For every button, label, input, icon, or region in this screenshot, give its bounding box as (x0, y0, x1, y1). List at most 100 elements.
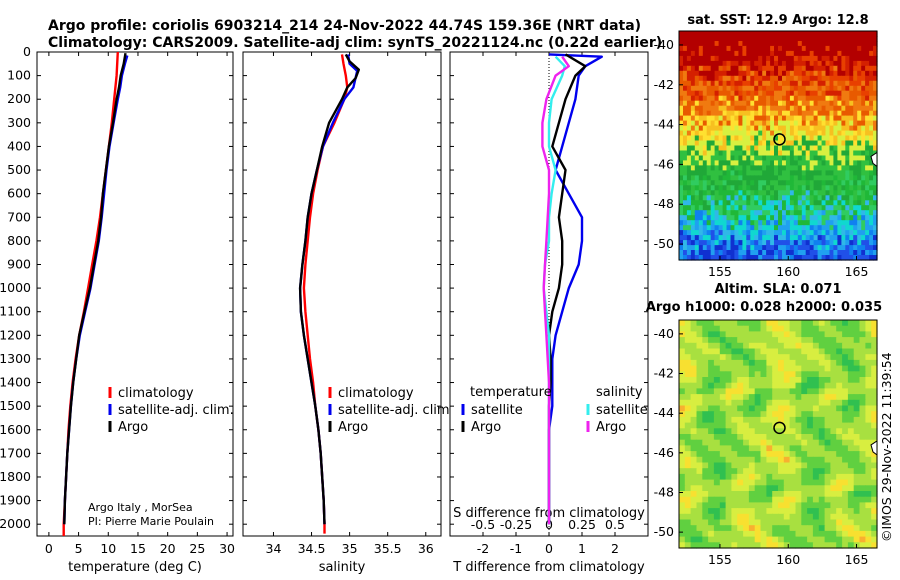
map-cell (686, 145, 692, 152)
map-cell (830, 388, 837, 395)
map-cell (813, 195, 819, 201)
map-cell (805, 41, 811, 47)
map-cell (758, 155, 763, 162)
map-cell (809, 85, 815, 92)
map-cell (853, 140, 858, 147)
map-cell (713, 473, 721, 481)
map-cell (853, 80, 858, 87)
map-cell (829, 60, 835, 67)
map-cell (825, 255, 831, 261)
map-cell (807, 320, 814, 327)
map-cell (801, 100, 807, 107)
map-cell (797, 245, 803, 251)
map-cell (789, 255, 795, 261)
map-cell (742, 250, 747, 256)
map-cell (830, 399, 837, 407)
map-cell (690, 50, 696, 57)
map-cell (762, 115, 767, 122)
legend-title-temperature: temperature (470, 385, 552, 400)
map-cell (734, 210, 739, 216)
map-cell (702, 145, 708, 152)
map-cell (702, 359, 709, 367)
map-cell (795, 348, 802, 355)
map-cell (837, 215, 842, 221)
map-cell (731, 513, 738, 521)
map-cell (783, 479, 791, 486)
map-cell (801, 55, 807, 62)
map-cell (842, 485, 849, 492)
map-cell (754, 422, 762, 429)
map-cell (782, 250, 787, 256)
x-tick-label: 20 (160, 541, 176, 556)
map-cell (734, 235, 739, 241)
map-cell (869, 175, 874, 181)
map-cell (842, 445, 849, 452)
map-cell (719, 428, 727, 435)
map-cell (762, 170, 767, 176)
map-cell (683, 225, 688, 231)
map-cell (684, 382, 692, 389)
map-cell (734, 36, 739, 42)
map-cell (830, 331, 837, 338)
map-cell (742, 95, 747, 102)
map-cell (738, 170, 743, 176)
map-cell (873, 210, 878, 216)
map-cell (869, 50, 874, 57)
map-cell (722, 150, 728, 157)
map-cell (797, 45, 803, 52)
map-cell (859, 371, 866, 378)
map-cell (696, 371, 703, 378)
y-tick-label: 1300 (0, 351, 31, 366)
map-cell (774, 36, 779, 42)
y-tick-label: 200 (7, 91, 31, 106)
map-cell (825, 140, 831, 147)
map-cell (837, 120, 842, 127)
map-cell (793, 50, 799, 57)
map-cell (825, 55, 831, 62)
map-title: Altim. SLA: 0.071 (715, 282, 842, 297)
map-cell (710, 190, 716, 196)
map-cell (801, 75, 807, 82)
map-cell (871, 525, 878, 532)
map-cell (760, 337, 767, 344)
map-cell (861, 180, 866, 186)
map-cell (871, 422, 878, 429)
map-cell (778, 180, 783, 186)
map-cell (861, 90, 866, 97)
map-cell (737, 491, 744, 498)
map-cell (841, 41, 846, 47)
map-cell (782, 100, 787, 107)
map-cell (833, 130, 838, 137)
map-cell (857, 75, 862, 82)
map-cell (849, 50, 854, 57)
map-cell (805, 165, 811, 171)
map-cell (684, 456, 692, 464)
map-cell (801, 513, 808, 521)
map-cell (730, 235, 736, 241)
map-cell (824, 462, 831, 469)
map-cell (746, 45, 751, 52)
map-cell (762, 215, 767, 221)
map-cell (807, 479, 814, 486)
map-cell (758, 220, 763, 226)
map-cell (742, 170, 747, 176)
map-cell (873, 50, 878, 57)
map-cell (686, 50, 692, 57)
map-cell (754, 502, 762, 509)
map-cell (679, 513, 686, 521)
map-cell (742, 41, 747, 47)
map-cell (871, 519, 878, 526)
map-cell (730, 60, 736, 67)
map-cell (718, 110, 724, 117)
map-cell (690, 320, 697, 327)
map-cell (696, 359, 703, 367)
map-cell (706, 45, 712, 52)
map-cell (710, 65, 716, 72)
map-cell (718, 100, 724, 107)
map-cell (778, 496, 785, 503)
map-cell (818, 456, 826, 464)
map-cell (760, 365, 767, 372)
map-cell (714, 160, 720, 166)
map-cell (778, 445, 785, 452)
map-cell (778, 382, 785, 389)
